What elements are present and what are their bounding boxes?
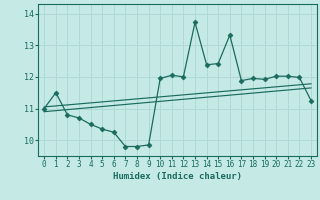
X-axis label: Humidex (Indice chaleur): Humidex (Indice chaleur) — [113, 172, 242, 181]
